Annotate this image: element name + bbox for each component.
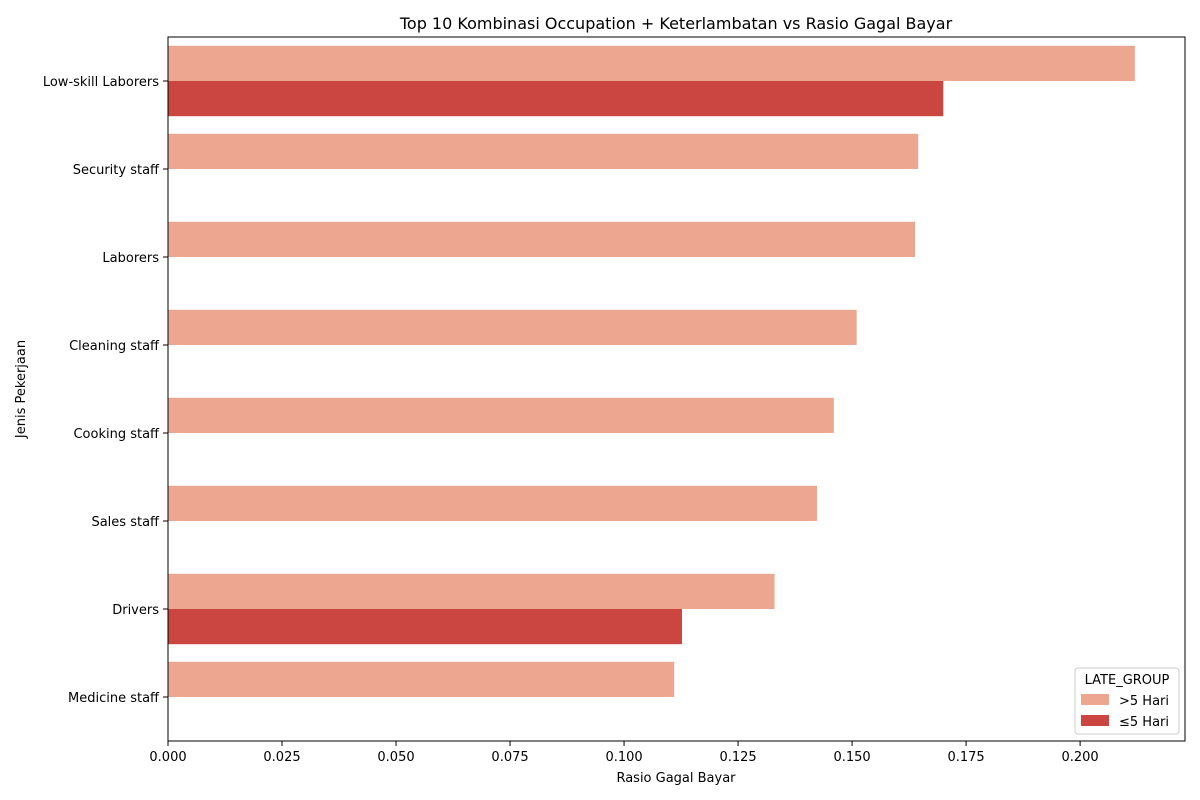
y-tick-label: Medicine staff bbox=[68, 691, 160, 706]
bar bbox=[168, 661, 675, 697]
x-tick-label: 0.100 bbox=[605, 750, 642, 765]
legend-swatch-le5 bbox=[1081, 715, 1109, 726]
bars-layer bbox=[168, 45, 1135, 697]
y-axis-ticks: Low-skill Laborers Security staff Laborers… bbox=[43, 75, 168, 706]
legend-label-gt5: >5 Hari bbox=[1119, 694, 1169, 709]
legend-swatch-gt5 bbox=[1081, 694, 1109, 705]
x-tick-label: 0.025 bbox=[263, 750, 300, 765]
x-tick-label: 0.000 bbox=[149, 750, 186, 765]
bar bbox=[168, 309, 857, 345]
legend: LATE_GROUP >5 Hari ≤5 Hari bbox=[1074, 667, 1180, 735]
x-axis-label: Rasio Gagal Bayar bbox=[616, 771, 736, 786]
legend-title: LATE_GROUP bbox=[1085, 673, 1170, 688]
plot-frame bbox=[167, 36, 1186, 742]
bar bbox=[168, 133, 919, 169]
y-tick-label: Security staff bbox=[73, 163, 160, 178]
x-tick-label: 0.175 bbox=[947, 750, 984, 765]
y-tick-label: Drivers bbox=[112, 603, 159, 618]
y-tick-label: Cleaning staff bbox=[69, 339, 160, 354]
x-tick-label: 0.050 bbox=[377, 750, 414, 765]
y-tick-label: Laborers bbox=[102, 251, 159, 266]
y-tick-label: Low-skill Laborers bbox=[43, 75, 159, 90]
bar bbox=[168, 45, 1135, 81]
bar bbox=[168, 485, 817, 521]
bar bbox=[168, 221, 916, 257]
y-tick-label: Cooking staff bbox=[73, 427, 160, 442]
chart-title: Top 10 Kombinasi Occupation + Keterlamba… bbox=[399, 14, 953, 33]
legend-label-le5: ≤5 Hari bbox=[1119, 715, 1169, 730]
bar bbox=[168, 397, 834, 433]
y-axis-label: Jenis Pekerjaan bbox=[14, 340, 29, 439]
y-tick-label: Sales staff bbox=[91, 515, 160, 530]
x-axis-ticks: 0.000 0.025 0.050 0.075 0.100 0.125 0.150 0.175… bbox=[149, 741, 1099, 765]
bar bbox=[168, 573, 775, 609]
bar bbox=[168, 81, 944, 117]
x-tick-label: 0.125 bbox=[719, 750, 756, 765]
bar bbox=[168, 609, 682, 645]
x-tick-label: 0.200 bbox=[1061, 750, 1098, 765]
x-tick-label: 0.150 bbox=[833, 750, 870, 765]
x-tick-label: 0.075 bbox=[491, 750, 528, 765]
